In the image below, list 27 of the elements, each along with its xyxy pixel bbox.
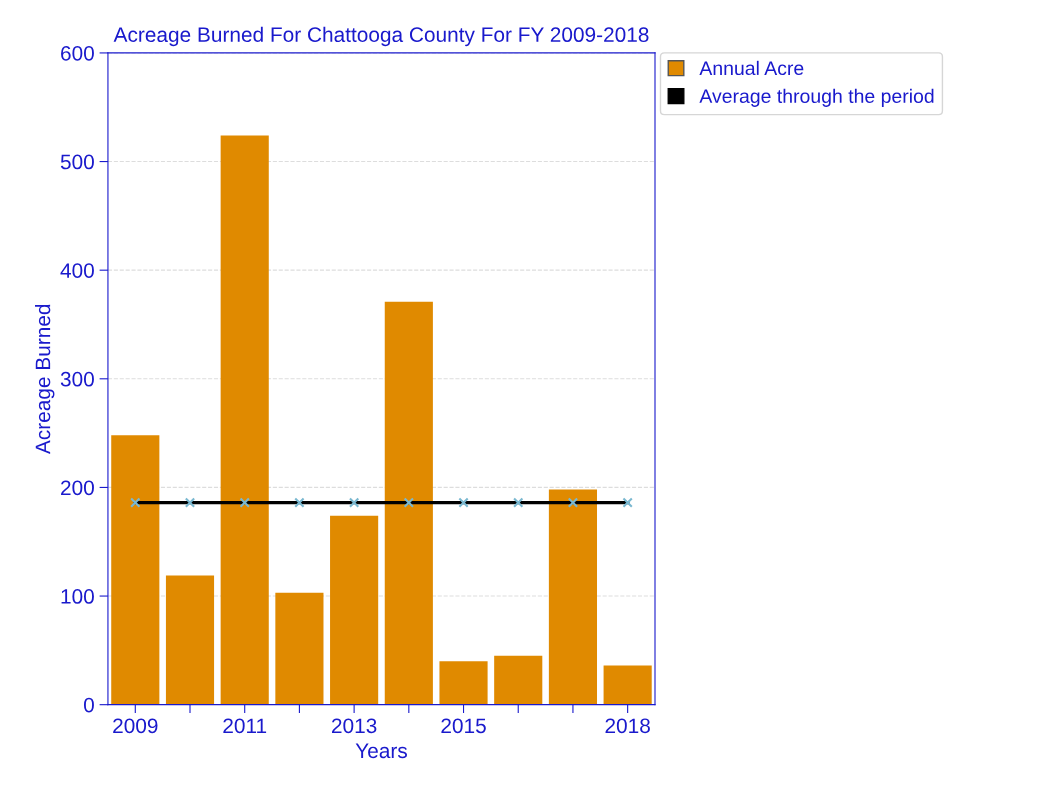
chart-title: Acreage Burned For Chattooga County For FY 2009-2018 — [113, 26, 649, 47]
x-tick-label: 2018 — [605, 718, 650, 734]
y-tick-label: 0 — [83, 697, 94, 713]
bar — [165, 575, 215, 705]
bar — [111, 435, 160, 705]
y-tick-label: 500 — [60, 154, 94, 170]
x-axis-title: Years — [355, 743, 407, 759]
y-axis-title: Acreage Burned — [35, 304, 55, 455]
y-tick-label: 300 — [60, 371, 94, 387]
y-tick-label: 200 — [61, 480, 94, 496]
bar — [384, 301, 433, 705]
x-tick-label: 2013 — [332, 718, 377, 734]
y-tick-label: 100 — [61, 589, 94, 604]
bar — [330, 515, 379, 705]
x-tick-label: 2011 — [223, 718, 267, 734]
bar — [494, 655, 543, 705]
bar — [548, 489, 598, 705]
x-tick-label: 2015 — [441, 718, 486, 734]
legend-label: Average through the period — [699, 88, 934, 107]
bar — [439, 661, 488, 705]
y-tick-label: 400 — [60, 263, 94, 278]
bar — [603, 665, 652, 705]
x-tick-label: 2009 — [113, 718, 158, 734]
legend-label: Annual Acre — [699, 60, 804, 76]
bar — [275, 592, 324, 705]
y-tick-label: 600 — [61, 45, 94, 61]
bar — [220, 135, 269, 705]
